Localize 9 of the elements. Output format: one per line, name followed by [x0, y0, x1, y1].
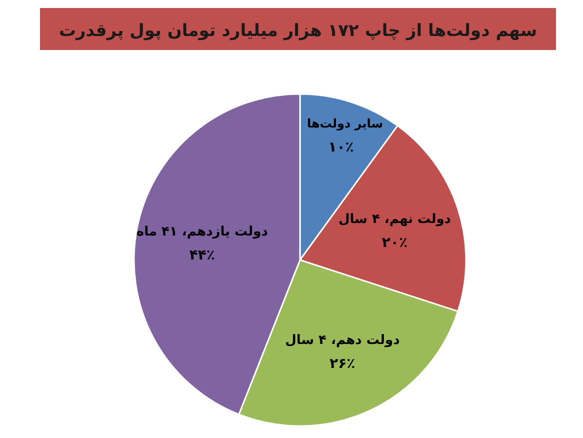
slice-label: دولت یازدهم، ۴۱ ماه — [136, 224, 268, 240]
data-label: ۱۰٪ — [328, 140, 354, 156]
chart-title: سهم دولت‌ها از چاپ ۱۷۲ هزار میلیارد تومان پول پرقدرت — [58, 21, 538, 41]
slice-label: دولت نهم، ۴ سال — [338, 212, 452, 228]
data-label: ۲۰٪ — [382, 235, 408, 252]
slice-label: دولت دهم، ۴ سال — [285, 333, 400, 348]
data-label: ۲۶٪ — [330, 356, 356, 372]
data-label: ۴۴٪ — [189, 247, 215, 264]
slice-label: سایر دولت‌ها — [306, 116, 384, 131]
